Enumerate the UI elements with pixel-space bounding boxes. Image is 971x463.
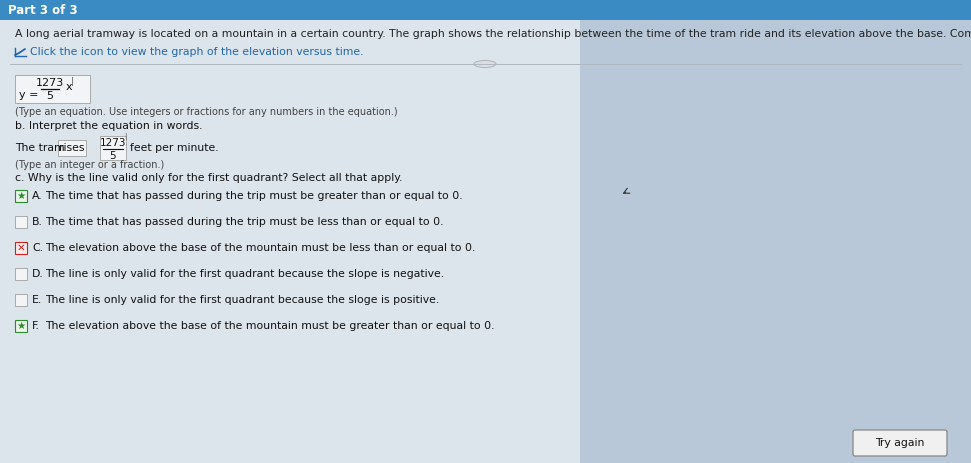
FancyBboxPatch shape — [15, 294, 27, 306]
Text: The tram: The tram — [15, 143, 65, 153]
Text: |: | — [71, 77, 74, 87]
Text: ✕: ✕ — [17, 243, 25, 253]
Text: (Type an equation. Use integers or fractions for any numbers in the equation.): (Type an equation. Use integers or fract… — [15, 107, 398, 117]
Text: B.: B. — [32, 217, 43, 227]
FancyBboxPatch shape — [15, 242, 27, 254]
Text: The line is only valid for the first quadrant because the slope is negative.: The line is only valid for the first qua… — [45, 269, 444, 279]
Text: ★: ★ — [17, 191, 25, 201]
Text: Click the icon to view the graph of the elevation versus time.: Click the icon to view the graph of the … — [30, 47, 363, 57]
FancyBboxPatch shape — [15, 320, 27, 332]
Text: The elevation above the base of the mountain must be greater than or equal to 0.: The elevation above the base of the moun… — [45, 321, 494, 331]
FancyBboxPatch shape — [15, 268, 27, 280]
Text: ★: ★ — [17, 321, 25, 331]
FancyBboxPatch shape — [15, 190, 27, 202]
Text: 5: 5 — [47, 91, 53, 101]
FancyBboxPatch shape — [58, 140, 86, 156]
Text: x: x — [66, 82, 73, 92]
Text: b. Interpret the equation in words.: b. Interpret the equation in words. — [15, 121, 203, 131]
Text: c. Why is the line valid only for the first quadrant? Select all that apply.: c. Why is the line valid only for the fi… — [15, 173, 403, 183]
Ellipse shape — [474, 61, 496, 68]
Text: E.: E. — [32, 295, 43, 305]
Text: A long aerial tramway is located on a mountain in a certain country. The graph s: A long aerial tramway is located on a mo… — [15, 29, 971, 39]
Text: Try again: Try again — [875, 438, 924, 448]
FancyBboxPatch shape — [15, 216, 27, 228]
Text: (Type an integer or a fraction.): (Type an integer or a fraction.) — [15, 160, 164, 170]
Text: rises: rises — [59, 143, 84, 153]
Text: Part 3 of 3: Part 3 of 3 — [8, 4, 78, 17]
Text: The line is only valid for the first quadrant because the sloge is positive.: The line is only valid for the first qua… — [45, 295, 439, 305]
Text: A.: A. — [32, 191, 43, 201]
Text: The time that has passed during the trip must be less than or equal to 0.: The time that has passed during the trip… — [45, 217, 444, 227]
Text: |: | — [124, 132, 126, 139]
Text: The elevation above the base of the mountain must be less than or equal to 0.: The elevation above the base of the moun… — [45, 243, 476, 253]
FancyBboxPatch shape — [15, 75, 90, 103]
Text: 5: 5 — [110, 151, 117, 161]
Text: 1273: 1273 — [100, 138, 126, 148]
Text: feet per minute.: feet per minute. — [130, 143, 218, 153]
Text: F.: F. — [32, 321, 40, 331]
Text: y =: y = — [19, 90, 39, 100]
FancyBboxPatch shape — [0, 0, 971, 20]
Text: 1273: 1273 — [36, 78, 64, 88]
FancyBboxPatch shape — [580, 20, 971, 463]
Text: The time that has passed during the trip must be greater than or equal to 0.: The time that has passed during the trip… — [45, 191, 462, 201]
FancyBboxPatch shape — [853, 430, 947, 456]
FancyBboxPatch shape — [100, 136, 126, 160]
Text: D.: D. — [32, 269, 44, 279]
Text: C.: C. — [32, 243, 43, 253]
